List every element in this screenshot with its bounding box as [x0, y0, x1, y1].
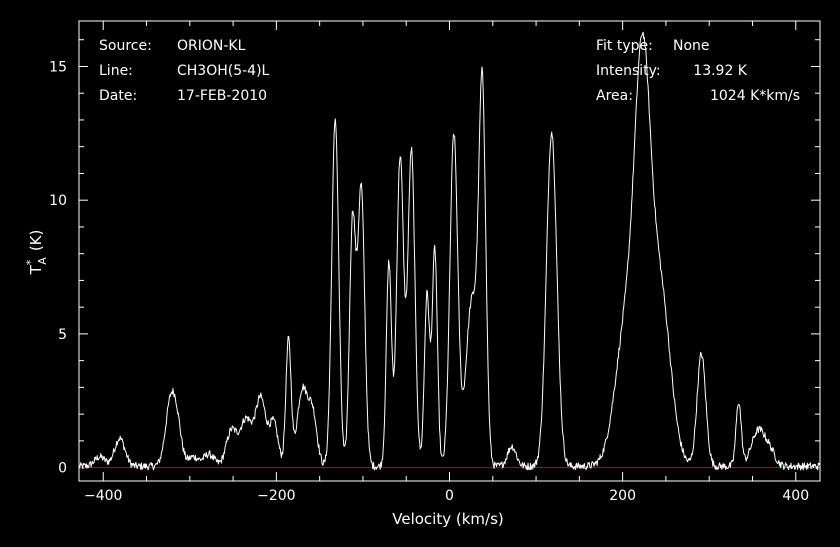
source-value: ORION-KL — [177, 38, 246, 54]
y-tick-label: 0 — [58, 461, 67, 477]
x-tick-label: 200 — [609, 488, 636, 504]
y-axis-label-unit: (K) — [27, 230, 45, 252]
x-axis-label: Velocity (km/s) — [392, 510, 503, 528]
x-tick-label: 0 — [445, 488, 454, 504]
y-axis-label-main: T — [27, 264, 45, 275]
area-value: 1024 K*km/s — [710, 88, 800, 104]
intensity-value: 13.92 K — [693, 63, 748, 79]
x-tick-label: −200 — [257, 488, 295, 504]
area-label: Area: — [596, 88, 633, 104]
y-axis-label: T*A (K) — [24, 230, 49, 276]
y-tick-label: 5 — [58, 327, 67, 343]
plot-frame — [78, 20, 821, 482]
date-value: 17-FEB-2010 — [177, 88, 267, 104]
date-label: Date: — [99, 88, 137, 104]
fit-type-label: Fit type: — [596, 38, 653, 54]
header-right: Fit type: None Intensity: 13.92 K Area: … — [596, 38, 800, 104]
x-tick-label: 400 — [782, 488, 809, 504]
spectrum-line — [78, 31, 820, 471]
y-tick-label: 10 — [49, 193, 67, 209]
axis-tick-labels: −400 −200 0 200 400 0 5 10 15 — [49, 59, 809, 504]
x-tick-label: −400 — [84, 488, 122, 504]
y-axis-label-sup: * — [24, 259, 37, 265]
fit-type-value: None — [673, 38, 710, 54]
svg-text:T*A(K): T*A (K) — [24, 230, 49, 276]
axis-ticks — [79, 21, 820, 481]
y-axis-label-sub: A — [36, 257, 49, 265]
line-label: Line: — [99, 63, 133, 79]
header-left: Source: ORION-KL Line: CH3OH(5-4)L Date:… — [99, 38, 270, 104]
line-value: CH3OH(5-4)L — [177, 63, 270, 79]
source-label: Source: — [99, 38, 152, 54]
y-tick-label: 15 — [49, 59, 67, 75]
intensity-label: Intensity: — [596, 63, 661, 79]
